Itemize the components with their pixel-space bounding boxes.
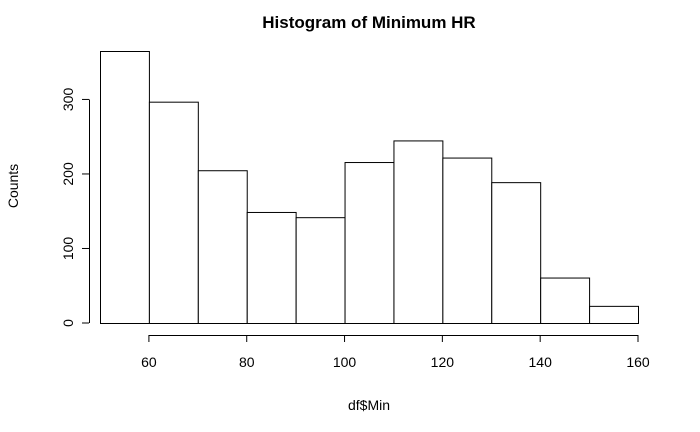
histogram-bar-100-110	[344, 162, 395, 324]
x-axis: 60 80 100 120 140 160	[141, 335, 650, 370]
x-tick-label-120: 120	[431, 354, 455, 370]
x-tick-label-140: 140	[529, 354, 553, 370]
histogram-bar-140-150	[540, 277, 591, 325]
y-axis: 0 100 200 300	[60, 88, 90, 327]
x-tick-label-100: 100	[333, 354, 357, 370]
histogram-bar-110-120	[393, 140, 444, 324]
histogram-bar-120-130	[442, 157, 493, 324]
histogram-bar-90-100	[295, 217, 346, 324]
bars-group	[100, 51, 639, 325]
histogram-bar-70-80	[197, 170, 248, 324]
histogram-bar-50-60	[100, 51, 150, 324]
x-tick-label-60: 60	[141, 354, 157, 370]
y-tick-label-200: 200	[60, 162, 76, 186]
histogram-bar-130-140	[491, 182, 542, 324]
y-tick-label-100: 100	[60, 237, 76, 261]
x-tick-label-80: 80	[239, 354, 255, 370]
chart-title: Histogram of Minimum HR	[262, 13, 475, 32]
histogram-bar-80-90	[246, 211, 297, 324]
x-axis-label: df$Min	[348, 397, 390, 413]
histogram-bar-150-160	[589, 305, 639, 324]
y-axis-label: Counts	[5, 164, 21, 208]
y-tick-label-300: 300	[60, 88, 76, 112]
y-tick-label-0: 0	[60, 319, 76, 327]
x-tick-label-160: 160	[626, 354, 650, 370]
histogram-bar-60-70	[148, 101, 199, 325]
